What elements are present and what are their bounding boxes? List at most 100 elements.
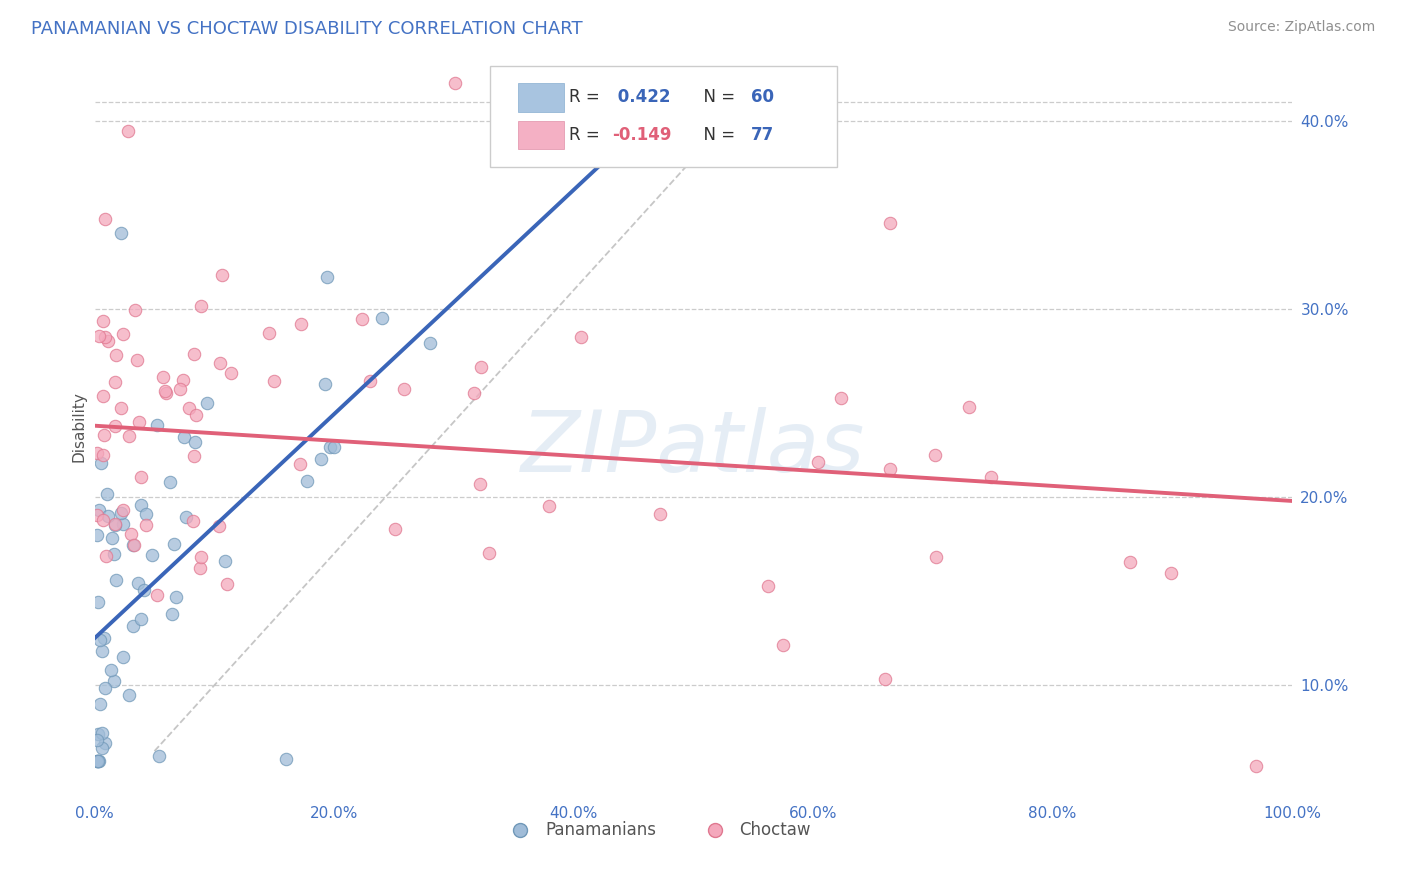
Point [97, 334, 120, 348]
Point [104, 517, 127, 532]
Point [288, 458, 311, 472]
FancyBboxPatch shape [519, 83, 564, 112]
Point [772, 638, 794, 652]
Point [96, 549, 118, 564]
Text: PANAMANIAN VS CHOCTAW DISABILITY CORRELATION CHART: PANAMANIAN VS CHOCTAW DISABILITY CORRELA… [31, 20, 582, 37]
Point [141, 549, 163, 563]
Point [274, 752, 297, 766]
Point [181, 515, 204, 529]
Point [290, 317, 312, 331]
Text: R =: R = [569, 126, 605, 144]
Text: Source: ZipAtlas.com: Source: ZipAtlas.com [1227, 20, 1375, 34]
Point [311, 451, 333, 466]
Point [110, 506, 132, 520]
Point [190, 299, 212, 313]
Point [91, 314, 114, 328]
Point [91, 513, 114, 527]
Point [105, 348, 128, 362]
Point [94, 329, 117, 343]
Point [384, 522, 406, 536]
Point [470, 360, 492, 375]
Point [122, 538, 145, 552]
Point [101, 531, 124, 545]
Point [135, 518, 157, 533]
Point [145, 418, 167, 433]
Point [89, 632, 111, 647]
Point [184, 434, 207, 449]
Point [830, 391, 852, 405]
Point [323, 440, 346, 454]
Point [148, 749, 170, 764]
Point [875, 672, 897, 686]
Y-axis label: Disability: Disability [72, 392, 86, 462]
Point [110, 401, 132, 416]
Point [124, 303, 146, 318]
Point [93, 427, 115, 442]
Point [165, 590, 187, 604]
Point [91, 448, 114, 462]
Text: R =: R = [569, 88, 605, 106]
Point [86, 754, 108, 768]
Point [188, 561, 211, 575]
Point [87, 503, 110, 517]
Point [359, 374, 381, 388]
Point [211, 268, 233, 282]
Point [160, 607, 183, 621]
Point [315, 270, 337, 285]
Point [112, 327, 135, 342]
Point [89, 697, 111, 711]
Point [173, 430, 195, 444]
Point [807, 455, 830, 469]
Point [122, 538, 145, 552]
Point [184, 409, 207, 423]
Point [87, 595, 110, 609]
Point [93, 736, 115, 750]
Point [957, 400, 980, 414]
Point [190, 550, 212, 565]
Point [319, 440, 342, 454]
Point [104, 518, 127, 533]
Point [419, 336, 441, 351]
Point [392, 382, 415, 396]
Point [91, 741, 114, 756]
Point [86, 754, 108, 768]
Point [257, 326, 280, 340]
Point [443, 76, 465, 90]
Point [127, 353, 149, 368]
Text: ZIPatlas: ZIPatlas [522, 408, 866, 491]
Point [214, 554, 236, 568]
Point [111, 650, 134, 665]
Point [163, 537, 186, 551]
Point [478, 546, 501, 560]
Point [100, 663, 122, 677]
Point [110, 226, 132, 240]
Point [86, 508, 108, 522]
Point [924, 448, 946, 462]
Point [980, 470, 1002, 484]
Point [537, 499, 560, 513]
Point [129, 470, 152, 484]
Point [879, 461, 901, 475]
Point [118, 429, 141, 443]
Point [153, 384, 176, 398]
Text: 77: 77 [751, 126, 775, 144]
Point [169, 382, 191, 396]
Point [120, 527, 142, 541]
Point [86, 528, 108, 542]
Point [87, 754, 110, 768]
Point [183, 450, 205, 464]
Text: 60: 60 [751, 88, 773, 106]
Point [1119, 555, 1142, 569]
Point [87, 754, 110, 768]
Point [97, 509, 120, 524]
Point [111, 517, 134, 532]
Point [209, 355, 232, 369]
Point [295, 474, 318, 488]
Point [93, 212, 115, 227]
Point [648, 507, 671, 521]
FancyBboxPatch shape [519, 120, 564, 149]
FancyBboxPatch shape [489, 66, 837, 167]
Point [104, 375, 127, 389]
Point [925, 549, 948, 564]
Point [263, 374, 285, 388]
